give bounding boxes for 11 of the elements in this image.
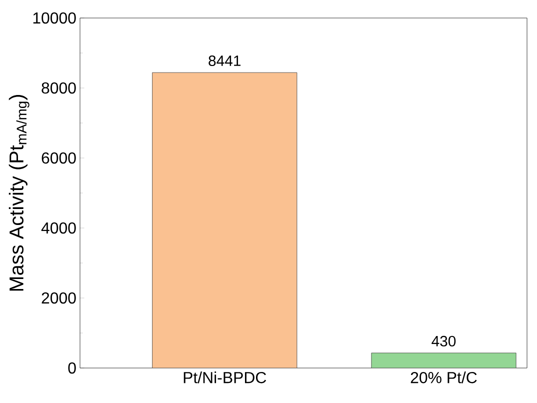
y-tick-label: 6000 <box>42 152 76 164</box>
y-axis-title: Mass Activity (Pt$_{mA/mg}$) <box>8 94 30 291</box>
x-tick-label: 20% Pt/C <box>410 372 477 384</box>
y-tick-label: 4000 <box>41 222 76 234</box>
x-tick-label: Pt/Ni-BPDC <box>184 372 266 384</box>
data-label: 8441 <box>208 55 241 66</box>
data-label: 430 <box>432 336 456 346</box>
y-tick-label: 0 <box>68 362 76 374</box>
y-tick-label: 8000 <box>42 82 76 94</box>
y-tick-label: 10000 <box>33 12 76 24</box>
y-tick-label: 2000 <box>42 292 76 304</box>
